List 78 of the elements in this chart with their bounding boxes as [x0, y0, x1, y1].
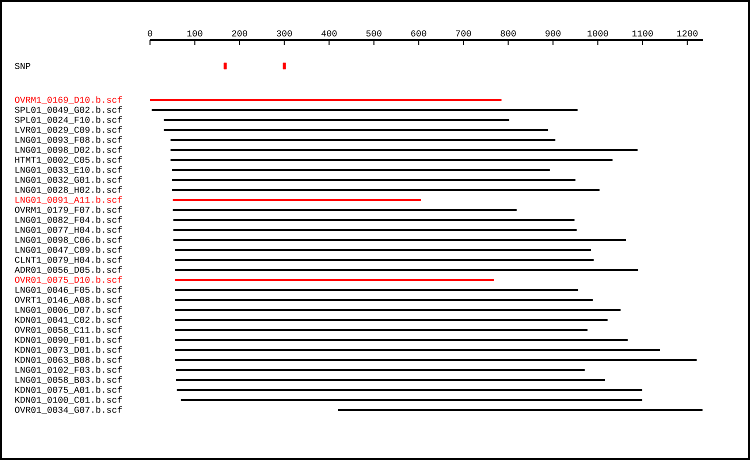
y-tick-label: KDN01_0041_C02.b.scf — [15, 316, 122, 324]
y-tick-label: LNG01_0093_F08.b.scf — [16, 136, 122, 144]
bar — [175, 358, 697, 361]
x-tick-label: 1100 — [632, 30, 653, 36]
y-tick-label: LNG01_0082_F04.b.scf — [16, 216, 122, 224]
bar — [150, 98, 502, 101]
y-tick-label: CLNT1_0079_H04.b.scf — [15, 256, 122, 264]
x-tick-label: 200 — [232, 30, 248, 36]
bar — [170, 138, 556, 141]
x-tick-label: 100 — [187, 30, 202, 36]
y-tick-label: OVRT1_0146_A08.b.scf — [15, 296, 122, 304]
y-tick-label: OVR01_0075_D10.b.scf — [15, 276, 122, 284]
y-tick-label: KDN01_0090_F01.b.scf — [15, 336, 122, 344]
y-tick-label: OVR01_0058_C11.b.scf — [15, 326, 122, 334]
bar — [175, 288, 578, 291]
y-tick-label: LVR01_0029_C09.b.scf — [16, 126, 122, 134]
y-tick-label: KDN01_0073_D01.b.scf — [15, 346, 122, 354]
y-tick-label: LNG01_0047_C09.b.scf — [16, 246, 122, 254]
x-tick-label: 0 — [148, 30, 152, 36]
y-tick-label: SNP — [14, 62, 30, 70]
bar — [176, 378, 605, 381]
bar — [173, 218, 574, 221]
bar — [173, 238, 626, 241]
x-tick-label: 300 — [276, 30, 292, 36]
bar — [175, 258, 594, 261]
x-tick-label: 1200 — [677, 30, 698, 36]
y-tick-label: LNG01_0032_G01.b.scf — [16, 176, 122, 184]
x-tick-label: 700 — [456, 30, 471, 36]
x-tick-label: 800 — [500, 30, 516, 36]
bar — [175, 298, 593, 301]
x-tick-label: 900 — [546, 30, 561, 36]
bar — [172, 168, 550, 171]
x-tick-label: 1000 — [588, 30, 608, 36]
bar — [172, 208, 517, 211]
y-tick-label: KDN01_0075_A01.b.scf — [15, 386, 122, 394]
y-tick-label: LNG01_0058_B03.b.scf — [16, 376, 122, 384]
y-tick-label: LNG01_0091_A11.b.scf — [16, 196, 122, 204]
y-tick-label: LNG01_0098_D02.b.scf — [16, 146, 122, 154]
bar — [175, 308, 621, 311]
bar — [164, 128, 548, 131]
bar — [170, 148, 638, 151]
bar — [164, 118, 510, 121]
x-tick-label: 500 — [366, 30, 382, 36]
bar — [176, 388, 642, 391]
y-tick-label: HTMT1_0002_C05.b.scf — [15, 156, 122, 164]
bar — [175, 248, 592, 251]
x-tick-label: 400 — [321, 30, 337, 36]
y-tick-label: OVRM1_0179_F07.b.scf — [15, 206, 122, 214]
y-tick-label: LNG01_0006_D07.b.scf — [16, 306, 122, 314]
y-tick-label: LNG01_0077_H04.b.scf — [16, 226, 122, 234]
bar — [180, 398, 642, 401]
y-tick-label: SPL01_0024_F10.b.scf — [14, 116, 122, 124]
bar — [175, 338, 628, 341]
bar — [172, 198, 421, 201]
y-tick-label: LNG01_0028_H02.b.scf — [16, 186, 122, 194]
y-tick-label: ADR01_0056_D05.b.scf — [14, 266, 122, 274]
bar — [338, 408, 703, 411]
y-tick-label: KDN01_0100_C01.b.scf — [15, 396, 122, 404]
bar — [152, 108, 578, 111]
y-tick-label: LNG01_0098_C06.b.scf — [16, 236, 122, 244]
bar — [172, 188, 600, 191]
bar — [175, 348, 660, 351]
y-tick-label: OVRM1_0169_D10.b.scf — [15, 96, 122, 104]
bar — [175, 278, 494, 281]
bar — [176, 368, 585, 371]
bar — [175, 318, 608, 321]
bar — [175, 328, 588, 331]
bar — [170, 158, 613, 161]
y-tick-label: LNG01_0102_F03.b.scf — [16, 366, 122, 374]
y-tick-label: KDN01_0063_B08.b.scf — [15, 356, 122, 364]
bar — [173, 228, 577, 231]
y-tick-label: SPL01_0049_G02.b.scf — [14, 106, 122, 114]
bar — [172, 178, 576, 181]
bar — [175, 268, 638, 271]
y-tick-label: OVR01_0034_G07.b.scf — [15, 406, 122, 414]
x-tick-label: 600 — [411, 30, 426, 36]
y-tick-label: LNG01_0033_E10.b.scf — [16, 166, 122, 174]
y-tick-label: LNG01_0046_F05.b.scf — [16, 286, 122, 294]
